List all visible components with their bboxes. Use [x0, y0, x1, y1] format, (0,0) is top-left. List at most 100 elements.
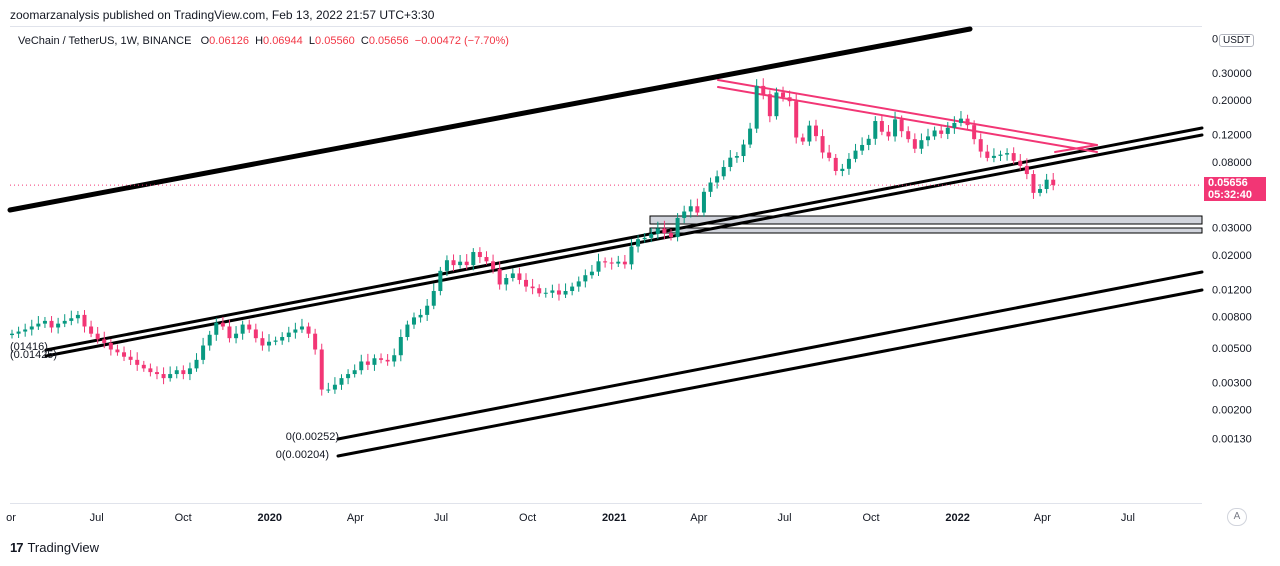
candle-body [438, 270, 443, 292]
candle-body [537, 288, 542, 294]
candle-body [846, 158, 851, 169]
candle-body [517, 273, 522, 280]
candle-body [886, 131, 891, 137]
candle-body [425, 305, 430, 315]
x-tick-label: Jul [777, 512, 791, 524]
candle-body [655, 228, 660, 234]
support-zone-upper [649, 215, 1203, 225]
candle-body [596, 261, 601, 272]
candle-body [932, 130, 937, 137]
candle-body [444, 260, 449, 271]
candle-body [767, 94, 772, 117]
candle-body [253, 329, 258, 339]
x-tick-label: Jul [434, 512, 448, 524]
candle-body [181, 370, 186, 375]
candle-body [1018, 160, 1023, 166]
candle-body [23, 329, 28, 332]
candle-body [893, 119, 898, 137]
y-tick-label: 0.02000 [1212, 250, 1252, 262]
symbol-label: VeChain / TetherUS, 1W, BINANCE [18, 35, 192, 47]
auto-scale-button[interactable]: A [1227, 508, 1247, 526]
candle-body [741, 144, 746, 157]
y-tick-label: 0.08000 [1212, 157, 1252, 169]
candle-body [873, 121, 878, 139]
candle-body [912, 139, 917, 149]
candle-body [939, 130, 944, 134]
candle-body [827, 152, 832, 158]
candle-body [49, 320, 54, 328]
open-value: 0.06126 [209, 35, 249, 47]
high-key: H [255, 35, 264, 47]
candle-body [477, 252, 482, 258]
y-tick-label: 0.00130 [1212, 434, 1252, 446]
candle-body [563, 291, 568, 295]
candle-body [609, 262, 614, 264]
candle-body [629, 246, 634, 265]
level-labels: 0(0.00252) 0(0.00204) (01416)(0.01425) [10, 341, 339, 461]
candle-body [1011, 153, 1016, 161]
support-zone-lower [649, 227, 1203, 234]
x-tick-label: Oct [519, 512, 536, 524]
y-tick-label: 0.00300 [1212, 377, 1252, 389]
candle-body [16, 331, 21, 334]
candle-body [280, 337, 285, 341]
candle-body [701, 191, 706, 213]
candle-body [240, 324, 245, 334]
candle-body [1005, 153, 1010, 155]
level-label: (01416) [10, 341, 48, 353]
candle-body [332, 384, 337, 390]
support-zone [649, 215, 1203, 234]
low-value: 0.05560 [315, 35, 355, 47]
candle-body [556, 290, 561, 295]
candle-body [372, 358, 377, 365]
open-key: O [200, 35, 210, 47]
chart-legend: VeChain / TetherUS, 1W, BINANCE O0.06126… [18, 35, 509, 47]
candle-body [359, 361, 364, 371]
candle-body [141, 364, 146, 369]
candle-body [405, 324, 410, 338]
y-tick-label: 0.30000 [1212, 68, 1252, 80]
candle-body [583, 275, 588, 282]
candle-body [662, 228, 667, 234]
candle-body [379, 358, 384, 360]
candle-body [207, 334, 212, 346]
triangle-line-upper [717, 79, 1098, 146]
candle-body [734, 156, 739, 158]
candle-body [1024, 165, 1029, 175]
candle-body [919, 140, 924, 149]
candle-body [214, 322, 219, 335]
candle-body [972, 125, 977, 140]
candle-body [319, 349, 324, 390]
candle-body [524, 279, 529, 287]
candle-body [1044, 179, 1049, 189]
x-tick-label: Apr [1034, 512, 1051, 524]
candle-body [122, 352, 127, 357]
candle-body [879, 121, 884, 132]
candle-body [484, 257, 489, 262]
candle-body [833, 157, 838, 171]
candle-body [695, 206, 700, 213]
candle-body [813, 125, 818, 137]
level-label: 0(0.00204) [276, 449, 329, 461]
currency-button[interactable]: USDT [1219, 34, 1255, 47]
candle-body [286, 332, 291, 338]
y-tick-label: 0.12000 [1212, 130, 1252, 142]
footer-brand[interactable]: 17 TradingView [10, 540, 99, 555]
candle-body [807, 125, 812, 142]
y-tick-label: 0.00800 [1212, 312, 1252, 324]
upper-channel-line [7, 26, 973, 213]
x-tick-label: 2021 [602, 512, 626, 524]
candle-body [748, 128, 753, 145]
x-tick-label: Oct [863, 512, 880, 524]
lower-channel-line-b [336, 288, 1204, 458]
low-key: L [308, 35, 316, 47]
candle-body [906, 131, 911, 140]
x-tick-label: or [6, 512, 16, 524]
x-tick-label: Jul [90, 512, 104, 524]
candle-body [108, 342, 113, 350]
candle-body [161, 374, 166, 379]
candle-body [346, 374, 351, 379]
candle-body [392, 355, 397, 362]
x-tick-label: Jul [1121, 512, 1135, 524]
